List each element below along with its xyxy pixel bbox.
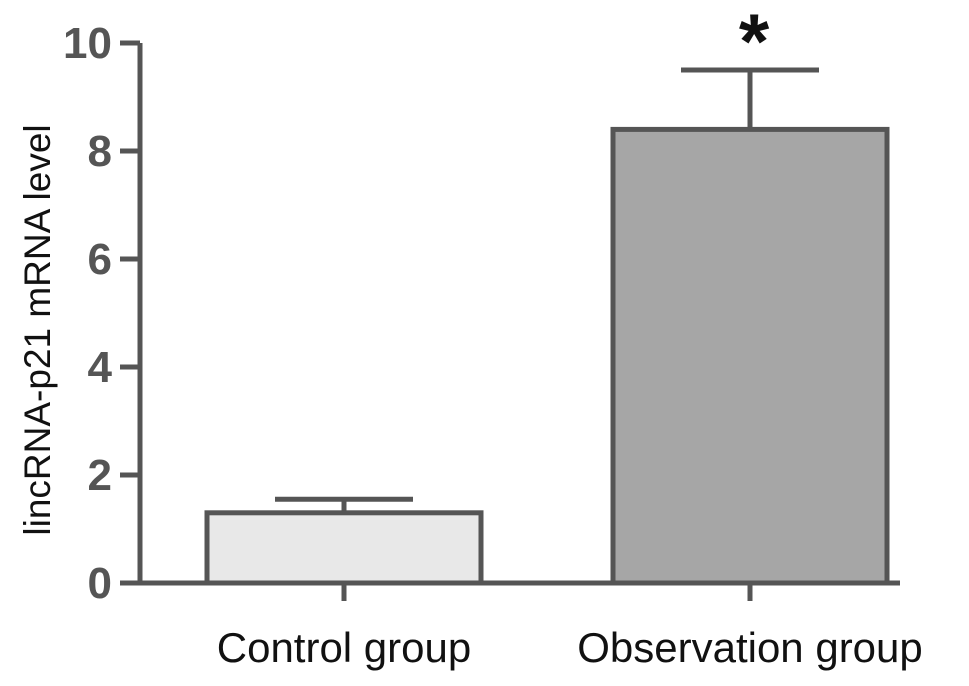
labels: 0 2 4 6 8 10 Control group Observation group *: [63, 0, 923, 671]
y-tick-label: 10: [63, 19, 112, 68]
bar: [610, 126, 890, 586]
y-tick-label: 6: [88, 235, 112, 284]
y-axis-title: lincRNA-p21 mRNA level: [17, 124, 58, 535]
y-tick-label: 4: [88, 343, 113, 392]
y-tick-label: 0: [88, 559, 112, 608]
x-tick-label: Control group: [217, 624, 471, 671]
y-tick-label: 8: [88, 127, 112, 176]
x-tick-label: Observation group: [577, 624, 923, 671]
significance-asterisk: *: [739, 0, 770, 85]
bars: [204, 67, 890, 586]
bar: [204, 510, 484, 586]
y-tick-label: 2: [88, 451, 112, 500]
